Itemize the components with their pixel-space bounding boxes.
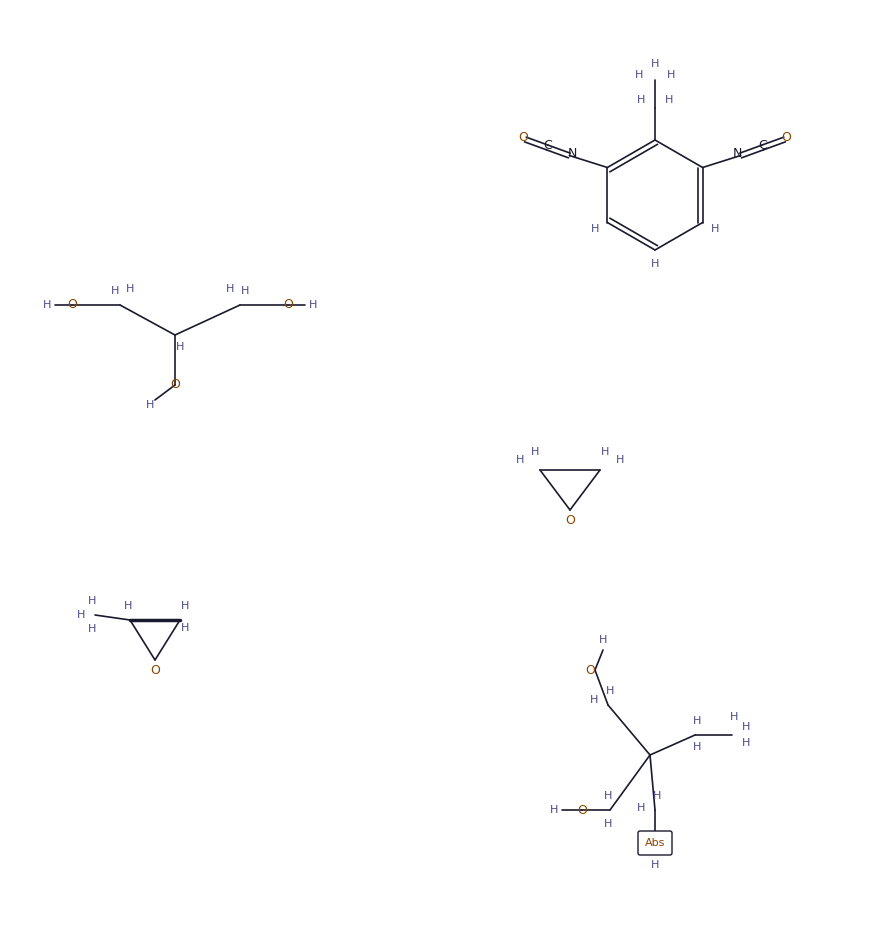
Text: O: O (565, 514, 575, 527)
Text: H: H (240, 286, 249, 296)
Text: H: H (742, 722, 751, 732)
Text: C: C (543, 139, 552, 152)
Text: H: H (88, 624, 96, 634)
Text: H: H (652, 791, 661, 801)
Text: H: H (77, 610, 85, 620)
Text: H: H (591, 223, 599, 234)
Text: H: H (693, 742, 701, 752)
Text: H: H (636, 95, 645, 105)
Text: H: H (606, 686, 614, 696)
Text: H: H (604, 819, 613, 829)
Text: H: H (124, 601, 133, 611)
Text: O: O (577, 803, 587, 816)
Text: H: H (590, 695, 598, 705)
Text: H: H (651, 59, 659, 69)
Text: O: O (150, 663, 160, 676)
Text: H: H (176, 342, 184, 352)
Text: O: O (518, 131, 529, 144)
Text: H: H (604, 791, 613, 801)
Text: H: H (616, 455, 624, 465)
Text: H: H (636, 803, 645, 813)
Text: H: H (309, 300, 317, 310)
Text: H: H (530, 447, 539, 457)
Text: H: H (181, 601, 189, 611)
Text: H: H (601, 447, 609, 457)
Text: H: H (665, 95, 674, 105)
Text: H: H (742, 738, 751, 748)
Text: H: H (651, 259, 659, 269)
Text: O: O (585, 663, 595, 676)
Text: H: H (598, 635, 607, 645)
Text: O: O (170, 378, 180, 391)
Text: H: H (42, 300, 51, 310)
Text: O: O (781, 131, 791, 144)
Text: N: N (733, 147, 743, 160)
Text: H: H (181, 623, 189, 633)
FancyBboxPatch shape (638, 831, 672, 855)
Text: O: O (67, 299, 77, 312)
Text: H: H (730, 712, 738, 722)
Text: H: H (693, 716, 701, 726)
Text: H: H (515, 455, 524, 465)
Text: H: H (651, 860, 659, 870)
Text: H: H (667, 70, 675, 80)
Text: H: H (550, 805, 558, 815)
Text: H: H (146, 400, 154, 410)
Text: H: H (225, 284, 234, 294)
Text: H: H (88, 596, 96, 606)
Text: H: H (635, 70, 644, 80)
Text: H: H (126, 284, 134, 294)
Text: H: H (711, 223, 719, 234)
Text: H: H (110, 286, 119, 296)
Text: N: N (568, 147, 577, 160)
Text: O: O (283, 299, 293, 312)
Text: Abs: Abs (644, 838, 665, 848)
Text: C: C (758, 139, 767, 152)
